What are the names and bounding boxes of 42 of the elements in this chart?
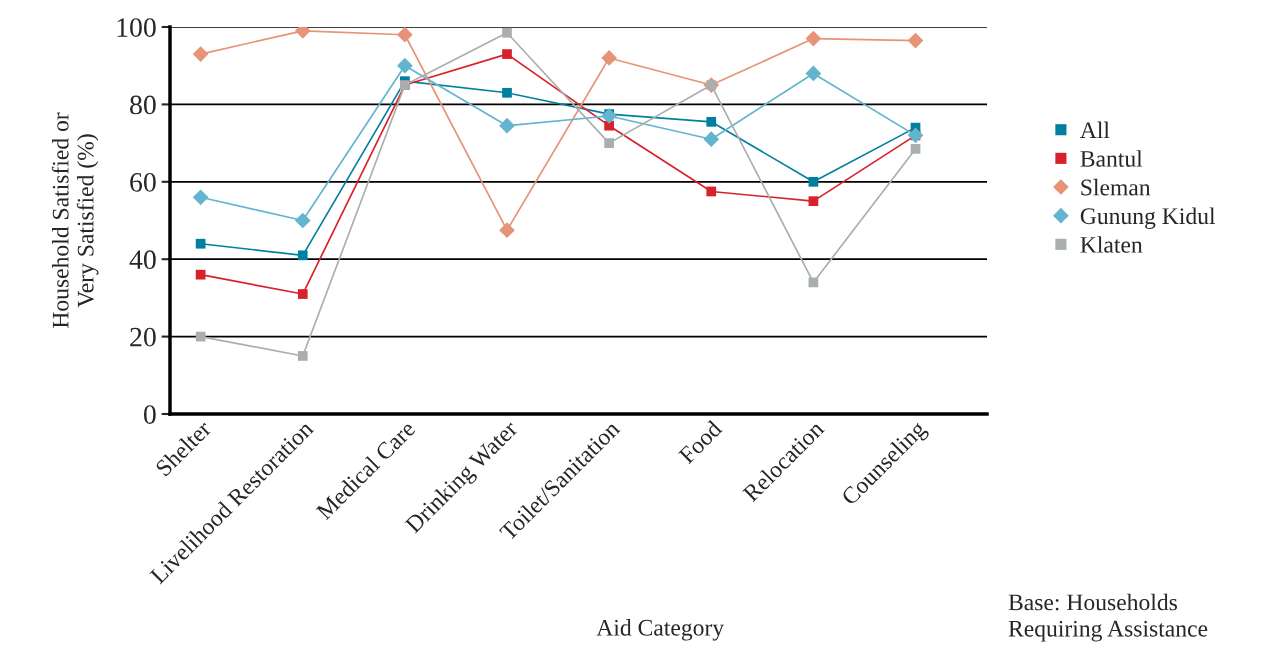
point [397,57,413,74]
legend-label: Bantul [1080,150,1143,167]
point [604,138,614,148]
point [502,27,512,38]
y-tick-label: 20 [130,327,156,347]
x-axis-title: Aid Category [596,619,725,641]
point [297,289,308,299]
legend-label: Gunung Kidul [1080,207,1216,229]
legend-label: All [1080,121,1110,138]
point [601,108,617,124]
point [805,30,822,47]
point [907,32,924,49]
point [195,269,206,280]
point [808,176,819,187]
text: Base: Households Requiring Assistance [1008,593,1208,642]
y-axis-title: Household Satisfied or Very Satisfied (%) [51,112,99,329]
point [397,27,413,43]
point [502,49,512,59]
point [502,87,512,98]
point [297,250,308,261]
point [706,116,717,127]
legend-label: Klaten [1080,236,1143,253]
y-tick-label: 40 [129,250,156,270]
point [192,189,209,206]
legend-label: Sleman [1081,178,1151,196]
point [297,351,308,361]
point [910,144,921,154]
point [808,196,819,207]
point [192,46,209,62]
point [703,131,720,148]
point [601,50,617,66]
point [499,117,515,134]
y-tick-label: 100 [117,18,156,37]
point [294,212,311,229]
point [805,65,822,82]
y-tick-label: 80 [130,95,156,115]
y-tick-label: 60 [130,172,156,192]
point [499,222,515,239]
y-tick-label: 0 [143,405,156,424]
point [195,238,206,249]
point [604,120,614,131]
point [706,186,717,197]
